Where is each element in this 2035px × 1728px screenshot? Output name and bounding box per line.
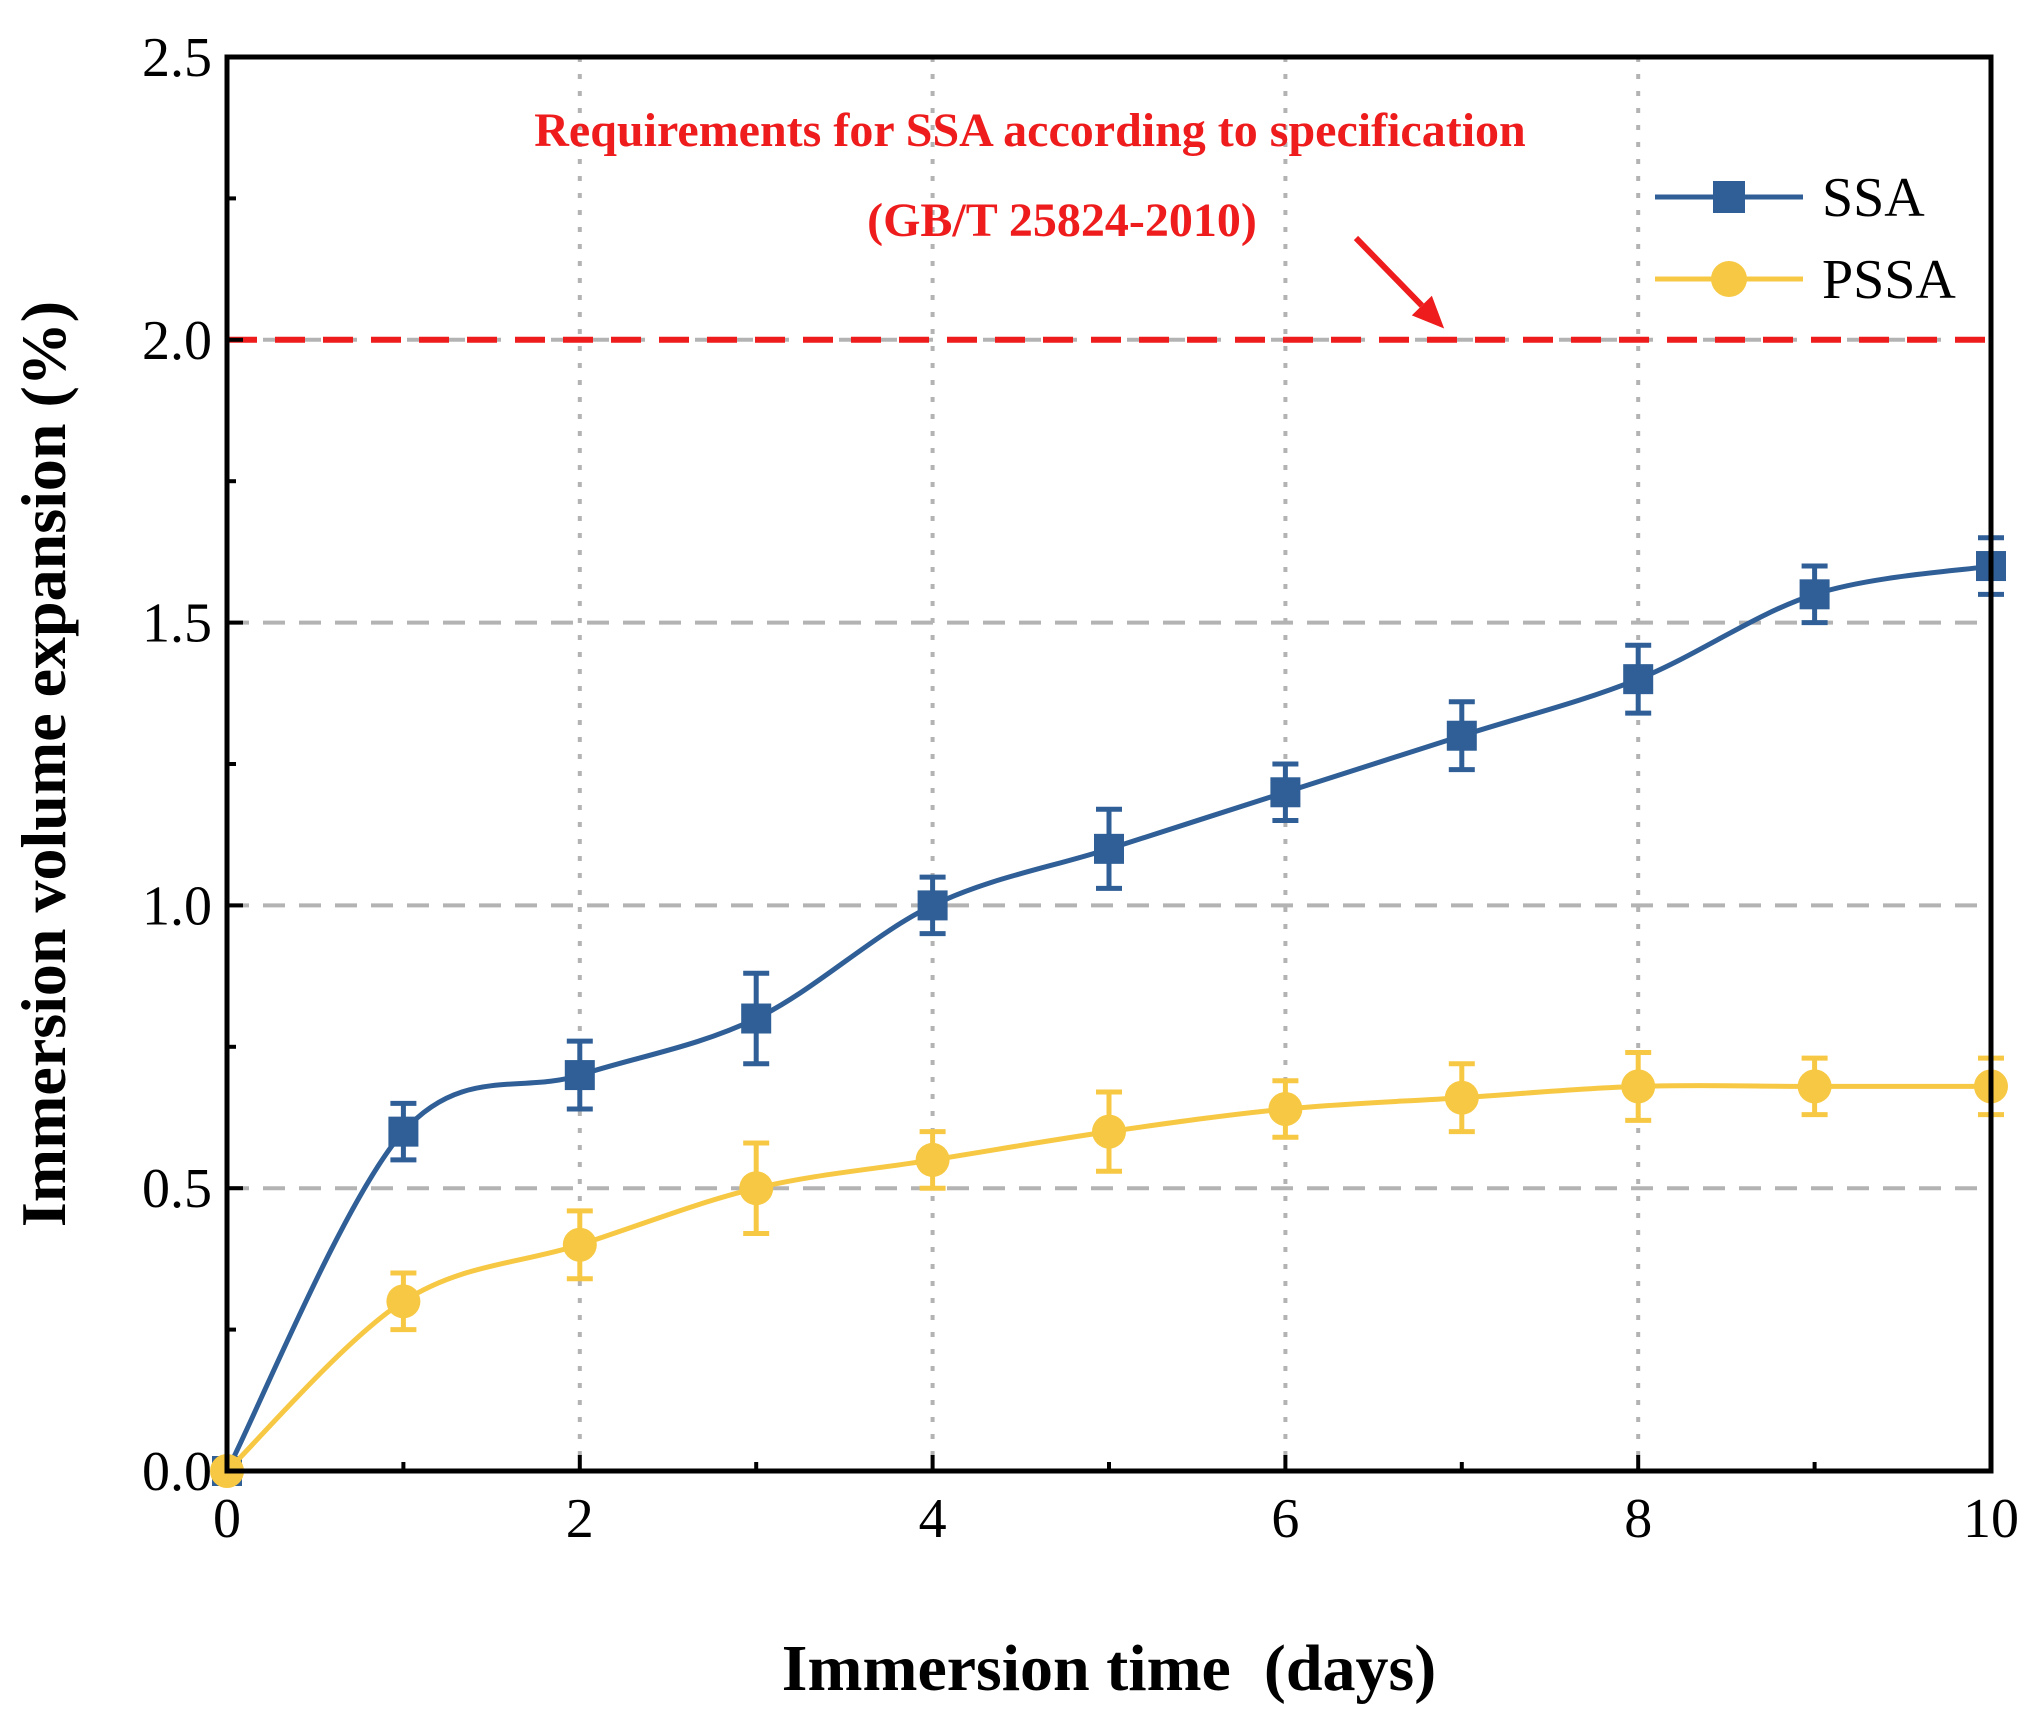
x-tick-label: 8 <box>1624 1488 1652 1550</box>
series-ssa-line <box>224 563 1992 1473</box>
x-tick-label: 10 <box>1963 1488 2019 1550</box>
legend-pssa-marker <box>1711 261 1747 297</box>
annotation-arrow <box>1353 235 1445 329</box>
x-tick-label: 6 <box>1271 1488 1299 1550</box>
data-point-ssa <box>564 1060 595 1091</box>
y-tick-label: 1.0 <box>142 875 212 937</box>
legend: SSA PSSA <box>1655 167 1956 311</box>
data-point-pssa <box>915 1142 950 1177</box>
data-point-ssa <box>1446 720 1477 751</box>
data-point-pssa <box>562 1227 597 1262</box>
data-point-ssa <box>1094 833 1124 864</box>
legend-ssa-label: SSA <box>1822 167 1925 229</box>
x-axis-label: Immersion time (days) <box>782 1632 1436 1705</box>
data-point-pssa <box>386 1284 421 1319</box>
data-point-pssa <box>1444 1080 1479 1115</box>
x-tick-label: 2 <box>566 1488 594 1550</box>
axis-ticks: 0 2 4 6 8 10 0.0 0.5 1.0 1.5 2.0 2.5 <box>142 27 2019 1550</box>
x-tick-label: 0 <box>213 1488 241 1550</box>
data-point-ssa <box>388 1116 419 1147</box>
series-group <box>210 535 2008 1488</box>
data-point-pssa <box>739 1171 774 1206</box>
y-tick-label: 1.5 <box>142 593 212 655</box>
y-tick-label: 0.0 <box>142 1441 212 1503</box>
data-point-pssa <box>1797 1069 1832 1104</box>
data-point-ssa <box>1270 777 1301 808</box>
annotation-arrow-head <box>1411 295 1445 329</box>
y-axis-label: Immersion volume expansion (%) <box>8 301 79 1227</box>
annotation-line-2: (GB/T 25824-2010) <box>867 194 1257 247</box>
data-point-ssa <box>1799 579 1830 610</box>
data-point-pssa <box>1092 1114 1126 1149</box>
data-point-pssa <box>1268 1092 1303 1127</box>
data-point-pssa <box>1621 1069 1656 1104</box>
x-tick-label: 4 <box>919 1488 947 1550</box>
data-point-ssa <box>1623 664 1654 695</box>
annotation-line-1: Requirements for SSA according to specif… <box>534 104 1526 157</box>
legend-pssa-label: PSSA <box>1822 249 1956 311</box>
annotation-arrow-shaft <box>1353 235 1424 308</box>
data-point-ssa <box>741 1003 772 1034</box>
data-point-ssa <box>917 890 948 921</box>
y-tick-label: 2.5 <box>142 27 212 89</box>
legend-ssa-marker <box>1713 181 1745 213</box>
y-tick-label: 2.0 <box>142 310 212 372</box>
y-tick-label: 0.5 <box>142 1158 212 1220</box>
